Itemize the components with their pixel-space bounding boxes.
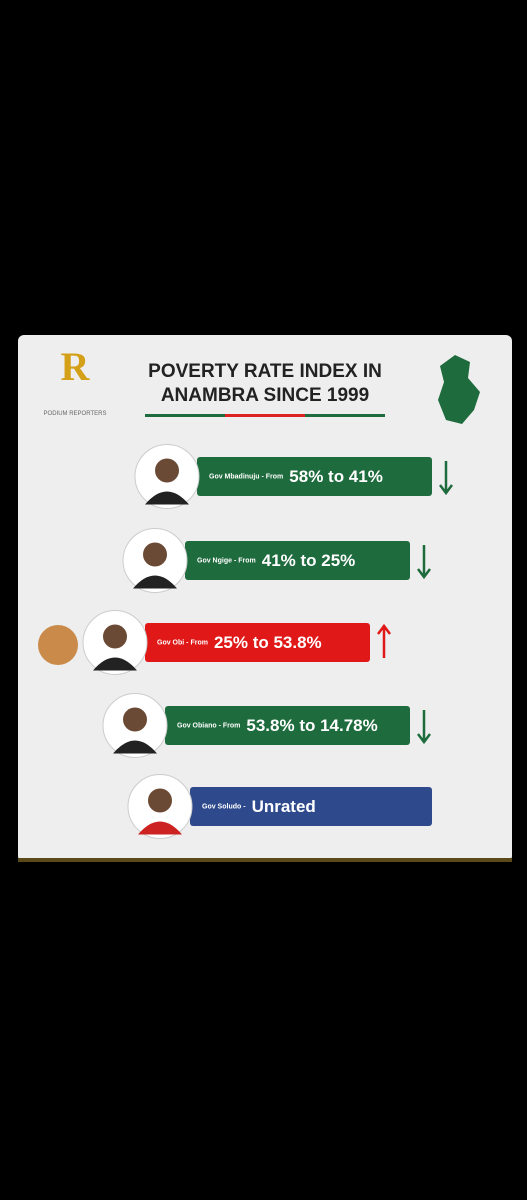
- title: ANAMBRA SINCE 1999: [161, 385, 369, 406]
- row-bar: [185, 541, 410, 580]
- row-range: 41% to 25%: [262, 551, 356, 570]
- portrait-body: [133, 575, 177, 589]
- title: POVERTY RATE INDEX IN: [148, 361, 382, 382]
- row-range: 58% to 41%: [289, 467, 383, 486]
- map-icon: [438, 355, 480, 424]
- portrait-face: [103, 624, 127, 649]
- trend-arrow: [417, 545, 431, 580]
- emoji: [38, 625, 78, 665]
- row-bar: [165, 706, 410, 745]
- portrait-face: [148, 788, 172, 813]
- row-label: Gov Obi - From: [157, 639, 208, 646]
- row-range: 25% to 53.8%: [214, 633, 322, 652]
- row-bar: [190, 787, 432, 826]
- trend-arrow: [377, 623, 391, 658]
- portrait-body: [145, 491, 189, 505]
- row-bar: [197, 457, 432, 496]
- row-bar: [145, 623, 370, 662]
- row-label: Gov Obiano - From: [177, 722, 240, 729]
- row-range: 53.8% to 14.78%: [246, 716, 377, 735]
- card-edge: [18, 858, 512, 862]
- portrait-body: [93, 657, 137, 671]
- portrait-body: [113, 740, 157, 754]
- rows: Gov Mbadinuju - From 58% to 41% Gov Ngige …: [38, 444, 453, 839]
- trend-arrow: [417, 710, 431, 745]
- underline: [225, 414, 305, 417]
- logo-letter: R: [61, 344, 91, 389]
- portrait-face: [123, 707, 147, 732]
- underline: [145, 414, 225, 417]
- logo-text: PODIUM REPORTERS: [44, 411, 107, 417]
- row-range: Unrated: [252, 797, 316, 816]
- row-label: Gov Soludo -: [202, 803, 246, 810]
- trend-arrow: [439, 461, 453, 496]
- portrait-face: [155, 458, 179, 483]
- row-label: Gov Mbadinuju - From: [209, 473, 283, 480]
- portrait-body: [138, 821, 182, 835]
- row-label: Gov Ngige - From: [197, 557, 256, 564]
- underline: [305, 414, 385, 417]
- portrait-face: [143, 542, 167, 567]
